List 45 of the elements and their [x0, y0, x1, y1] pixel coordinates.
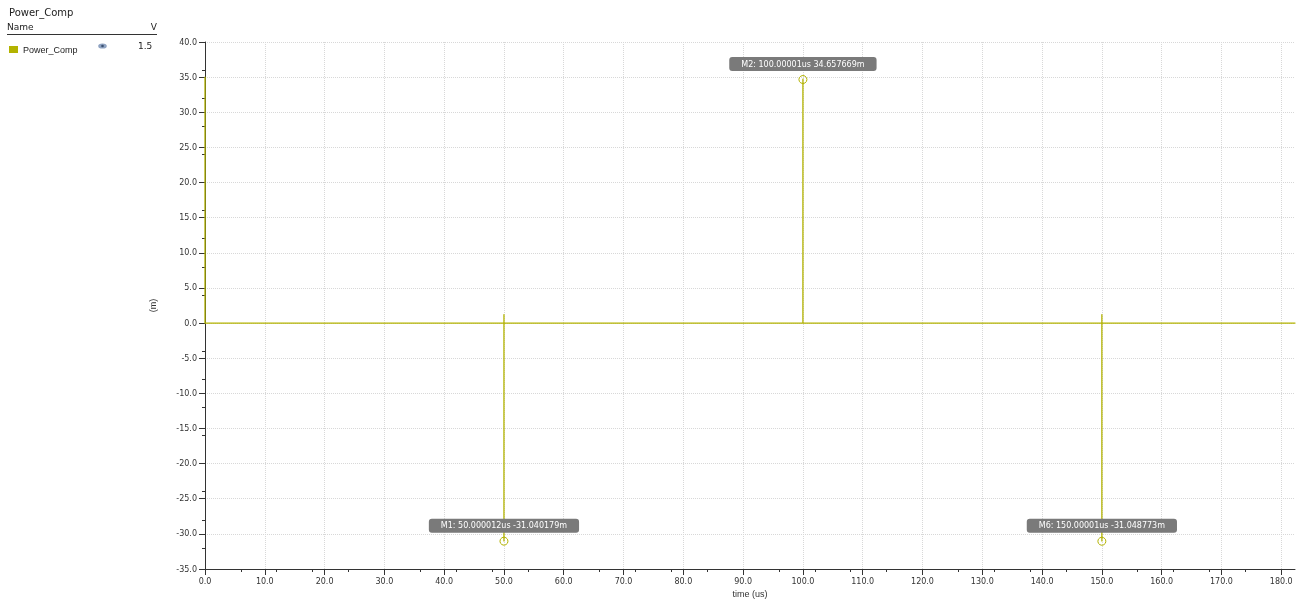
x-tick-label: 120.0 [911, 576, 934, 586]
x-tick-label: 20.0 [315, 576, 334, 586]
y-tick-label: 30.0 [179, 107, 197, 117]
y-axis-title: (m) [147, 298, 158, 313]
y-tick-label: 20.0 [179, 178, 197, 188]
y-tick-label: -15.0 [176, 423, 197, 433]
x-tick-label: 60.0 [554, 576, 573, 586]
x-tick-label: 0.0 [198, 576, 212, 586]
annotation: M6: 150.00001us -31.048773m [1038, 521, 1166, 531]
x-tick-label: 180.0 [1269, 576, 1293, 586]
x-tick-label: 130.0 [970, 576, 994, 586]
y-tick-label: 5.0 [184, 283, 197, 293]
x-tick-label: 80.0 [674, 576, 693, 586]
x-tick-label: 40.0 [435, 576, 454, 586]
x-tick-label: 160.0 [1150, 576, 1174, 586]
y-tick-label: 0.0 [184, 318, 197, 328]
y-tick-label: 10.0 [179, 248, 197, 258]
annotation: M1: 50.000012us -31.040179m [440, 521, 568, 531]
x-tick-label: 90.0 [734, 576, 753, 586]
legend-title: Name [7, 22, 34, 32]
y-tick-label: -20.0 [176, 459, 197, 469]
y-tick-label: 15.0 [179, 213, 197, 223]
x-tick-label: 150.0 [1090, 576, 1114, 586]
text: 1.5 [138, 41, 153, 51]
x-tick-label: 170.0 [1210, 576, 1233, 586]
text: V [150, 22, 157, 32]
x-axis-title: time (us) [732, 589, 768, 600]
x-tick-label: 140.0 [1030, 576, 1054, 586]
y-tick-label: -35.0 [176, 564, 197, 574]
x-tick-label: 110.0 [851, 576, 875, 586]
y-tick-label: -5.0 [181, 353, 197, 363]
text: Power_Comp [9, 7, 74, 18]
y-tick-label: 35.0 [179, 72, 197, 82]
y-tick-label: -30.0 [176, 529, 197, 539]
legend-label: Power_Comp [23, 44, 78, 55]
x-tick-label: 10.0 [255, 576, 274, 586]
x-tick-label: 100.0 [791, 576, 815, 586]
y-tick-label: -25.0 [176, 494, 197, 504]
x-tick-label: 50.0 [495, 576, 513, 586]
y-tick-label: 40.0 [179, 37, 197, 47]
y-tick-label: -10.0 [176, 388, 197, 398]
annotation: M2: 100.00001us 34.657669m [741, 59, 865, 69]
x-tick-label: 70.0 [614, 576, 633, 586]
y-tick-label: 25.0 [179, 142, 197, 152]
x-tick-label: 30.0 [375, 576, 394, 586]
